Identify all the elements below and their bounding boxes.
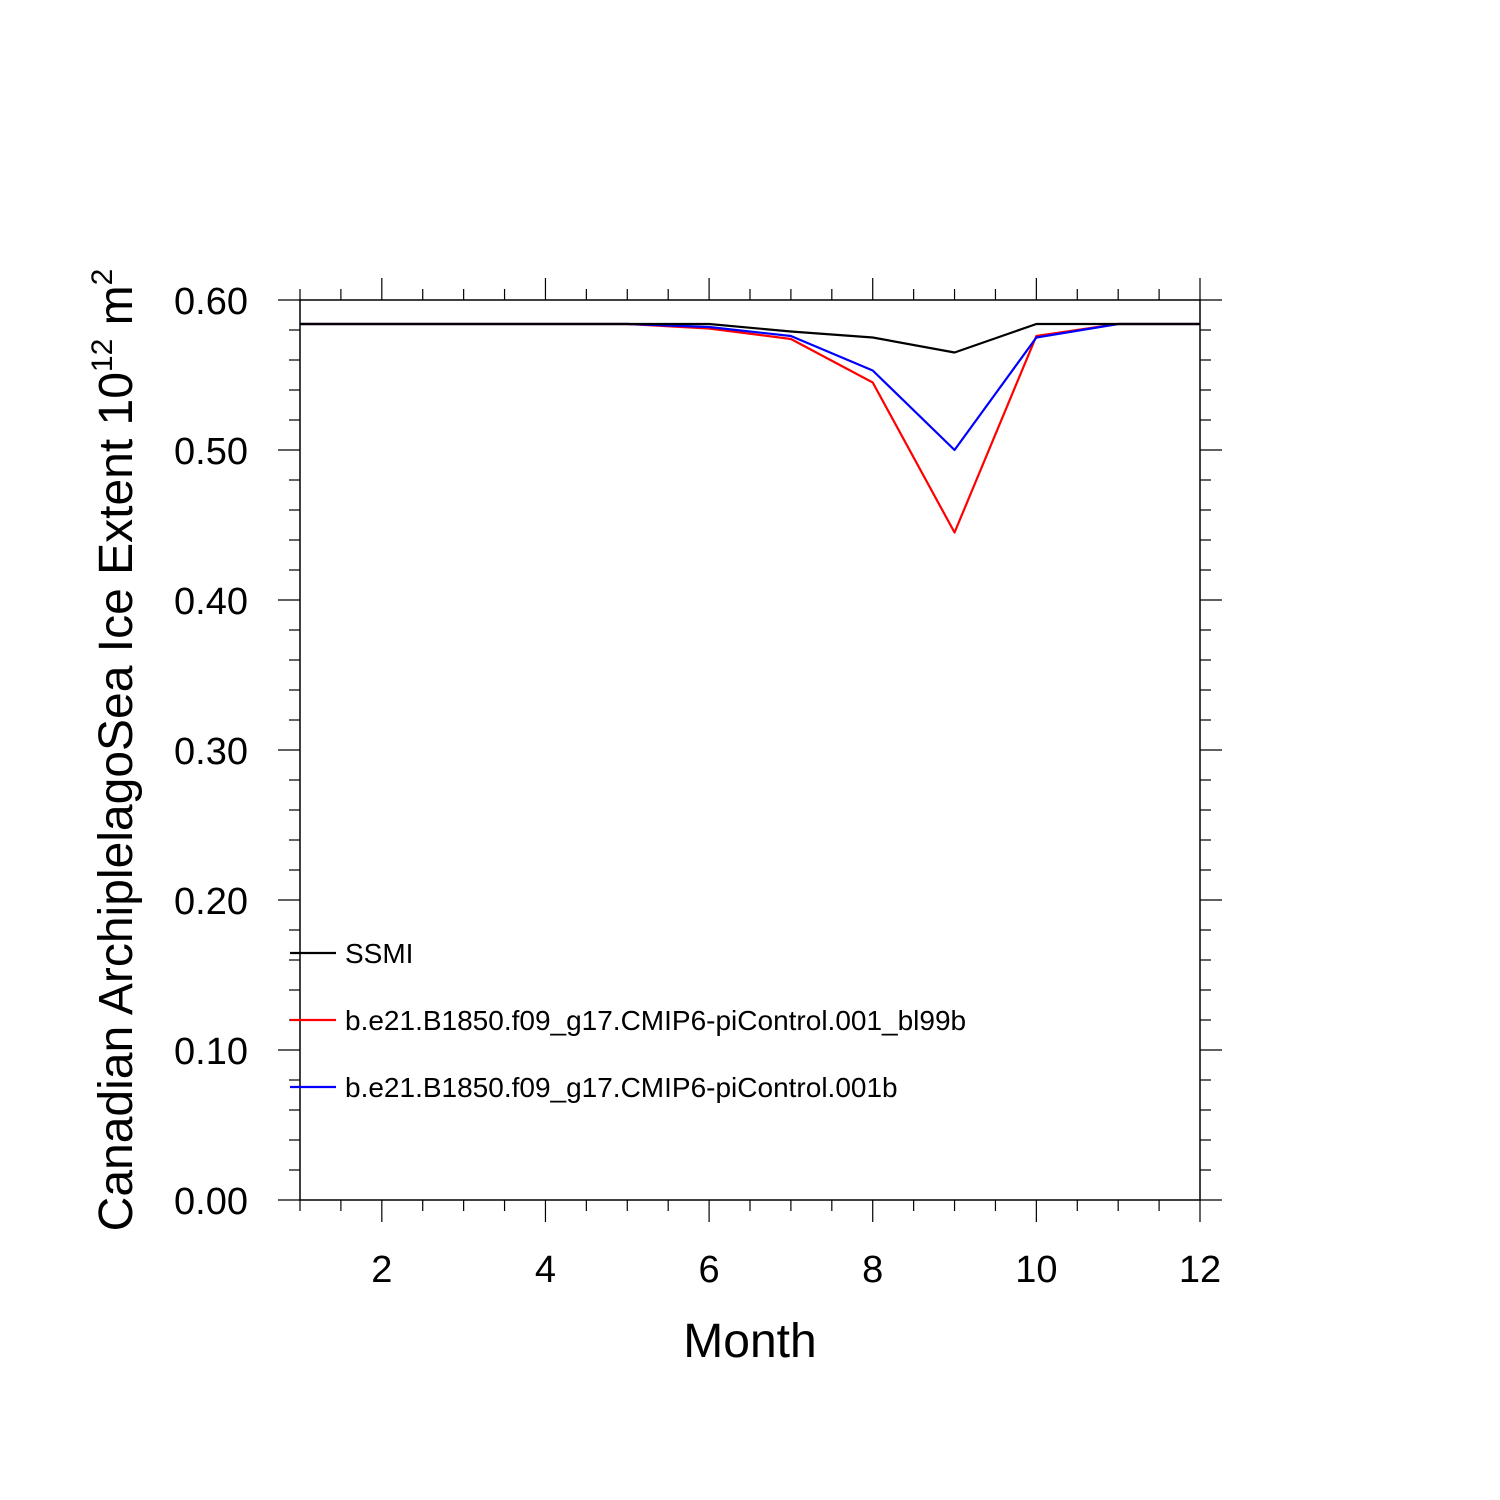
y-tick-label: 0.00 [174,1181,248,1223]
legend-label-2: b.e21.B1850.f09_g17.CMIP6-piControl.001b [345,1072,898,1103]
y-tick-label: 0.50 [174,431,248,473]
tick-labels: 0.00 0.10 0.20 0.30 0.40 0.50 0.60 2 4 6 8 10 12 [174,281,1221,1291]
legend: SSMI b.e21.B1850.f09_g17.CMIP6-piControl.… [290,938,966,1103]
x-tick-label: 6 [699,1249,720,1291]
y-tick-label: 0.30 [174,731,248,773]
y-tick-label: 0.40 [174,581,248,623]
plot-frame [299,299,1201,1201]
series-line-2 [300,322,1200,452]
series-line-0 [300,322,1200,354]
series-line-1 [300,322,1200,534]
x-tick-label: 12 [1179,1249,1221,1291]
series-lines [300,322,1200,534]
y-axis-label-exponent: 12 [86,339,119,372]
x-tick-label: 4 [535,1249,556,1291]
y-axis-label-unit: m [90,285,143,338]
x-tick-label: 2 [371,1249,392,1291]
x-tick-label: 8 [862,1249,883,1291]
y-axis-label-unit-exponent: 2 [86,269,119,286]
y-axis-label-main: Canadian ArchiplelagoSea Ice Extent 10 [90,372,143,1231]
x-tick-label: 10 [1015,1249,1057,1291]
y-axis-label: Canadian ArchiplelagoSea Ice Extent 1012… [86,269,143,1232]
y-tick-label: 0.10 [174,1031,248,1073]
legend-label-1: b.e21.B1850.f09_g17.CMIP6-piControl.001_… [345,1005,966,1036]
legend-label-0: SSMI [345,938,413,969]
x-axis-label: Month [683,1315,816,1368]
svg-text:Canadian ArchiplelagoSea Ice E: Canadian ArchiplelagoSea Ice Extent 1012… [86,269,143,1232]
y-tick-label: 0.60 [174,281,248,323]
y-tick-label: 0.20 [174,881,248,923]
